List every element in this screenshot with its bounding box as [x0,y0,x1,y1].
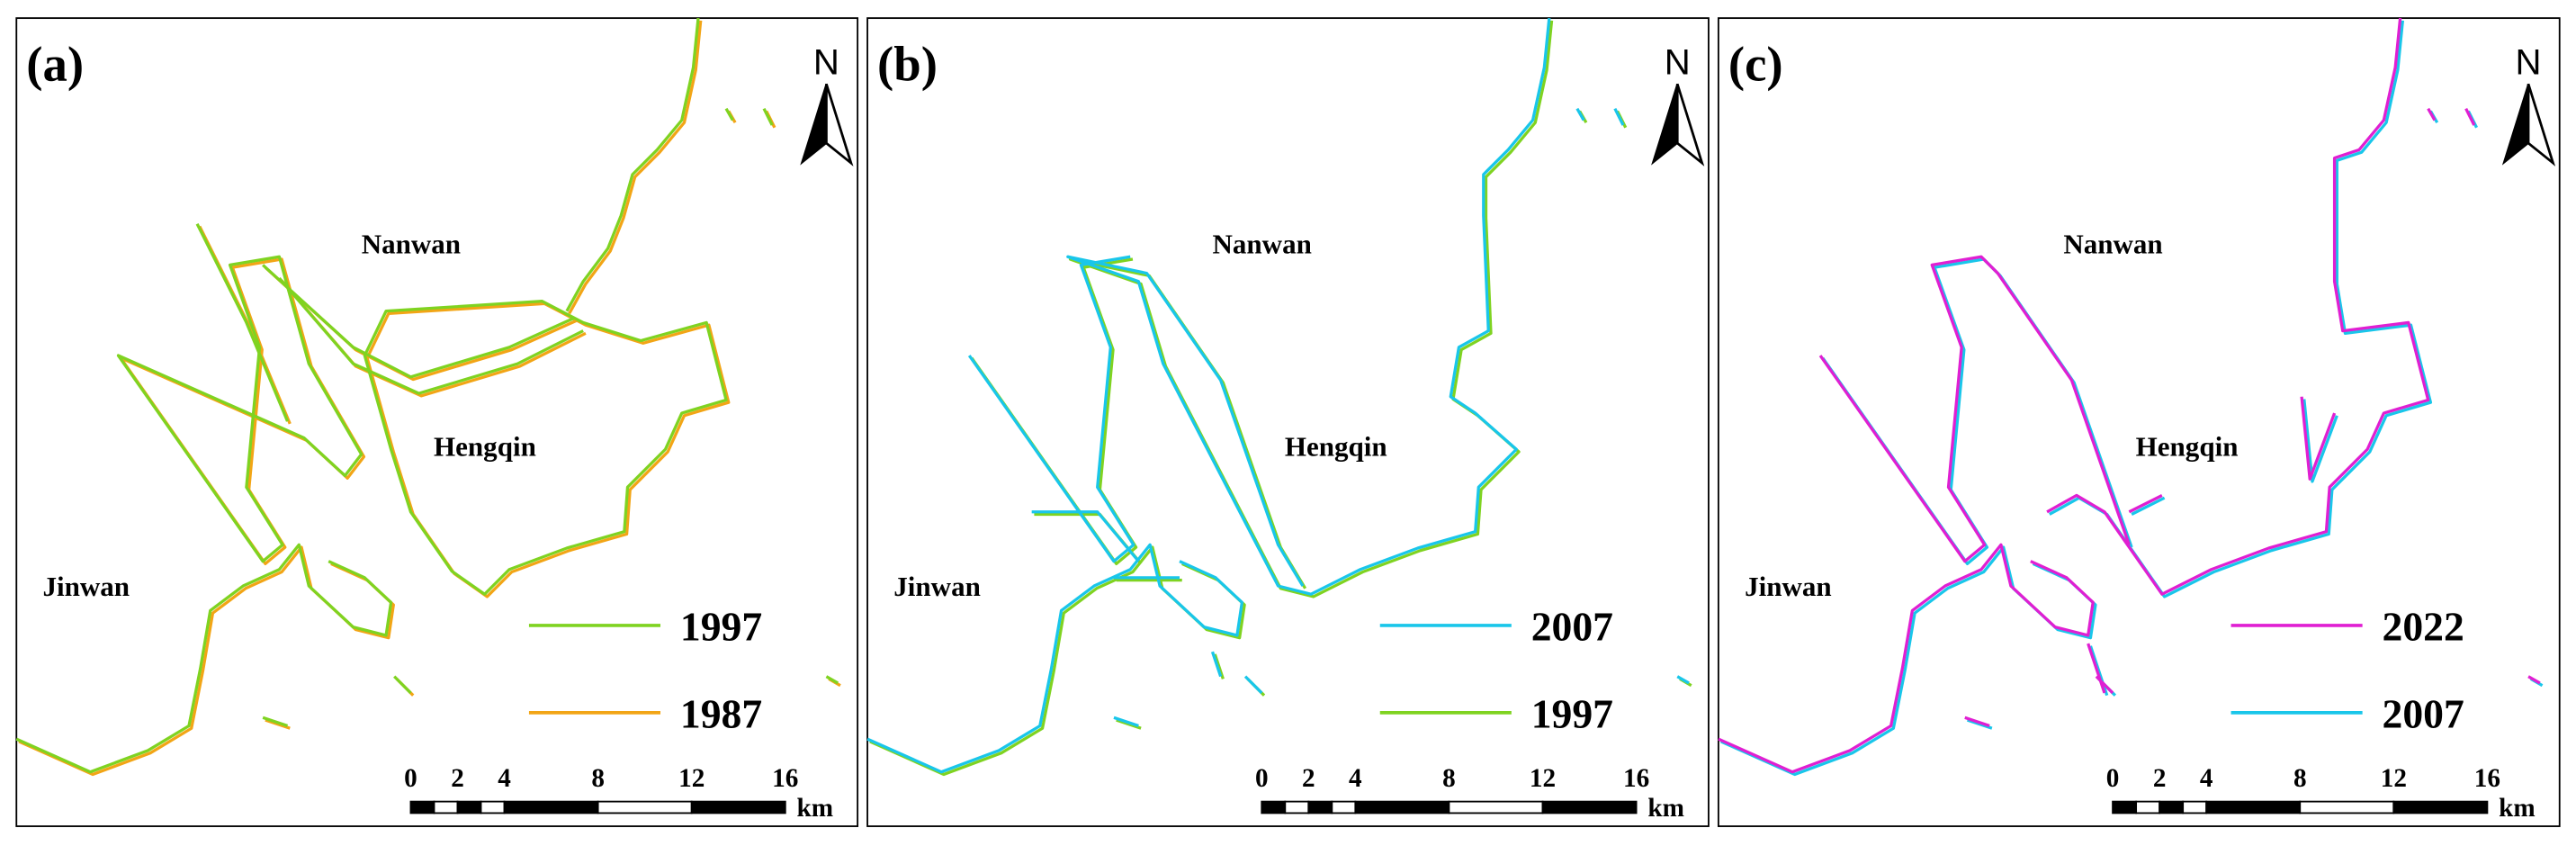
legend-label: 2007 [1531,603,1613,649]
scale-bar-segment [2299,800,2395,814]
panel-label: (b) [877,37,938,92]
panel-frame [15,17,859,827]
place-name: Jinwan [893,571,981,602]
scale-tick-label: 8 [2293,764,2307,793]
scale-tick-label: 4 [498,764,511,793]
scale-tick-label: 12 [1530,764,1556,793]
scale-tick-label: 12 [678,764,705,793]
place-name: Jinwan [42,571,130,602]
scale-bar-segment [690,800,786,814]
place-name: Jinwan [1745,571,1832,602]
scale-bar-segment [480,800,506,814]
north-label: N [2516,41,2542,82]
scale-tick-label: 2 [2153,764,2167,793]
panel-frame [1717,17,2561,827]
scale-bar-segment [2135,800,2161,814]
legend-label: 1997 [680,603,762,649]
scale-tick-label: 16 [772,764,798,793]
north-label: N [1665,41,1691,82]
panel-label: (a) [26,37,84,92]
scale-tick-label: 8 [591,764,605,793]
place-name: Hengqin [1285,431,1387,463]
legend-label: 1987 [680,690,762,736]
scale-bar-segment [2159,800,2185,814]
panel-label: (c) [1728,37,1783,92]
map-panel: (b) Nanwan Hengqin Jinwan N 2007 1997 0 2 4 8 12 16k… [866,16,1710,827]
north-arrow-right [825,83,854,166]
legend-label: 2007 [2383,690,2464,736]
scale-tick-label: 16 [2474,764,2500,793]
scale-bar-segment [1307,800,1333,814]
map-panel: (a) Nanwan Hengqin Jinwan N 1997 1987 0 2 4 8 12 16k… [14,16,859,827]
scale-unit: km [1647,794,1684,823]
scale-tick-label: 0 [2106,764,2120,793]
scale-bar-segment [433,800,459,814]
scale-tick-label: 12 [2381,764,2407,793]
scale-bar-segment [2392,800,2489,814]
scale-bar-segment [2182,800,2208,814]
scale-tick-label: 2 [1302,764,1315,793]
north-arrow-right [1675,83,1705,166]
scale-tick-label: 0 [1255,764,1269,793]
panel-frame [866,17,1710,827]
place-name: Hengqin [434,431,536,463]
scale-bar-segment [1331,800,1357,814]
scale-tick-label: 4 [2200,764,2213,793]
scale-bar-segment [1284,800,1310,814]
scale-bar-segment [409,800,435,814]
scale-bar-segment [597,800,693,814]
scale-unit: km [2499,794,2536,823]
scale-tick-label: 0 [404,764,417,793]
place-name: Hengqin [2136,431,2239,463]
scale-bar-segment [2112,800,2138,814]
scale-tick-label: 8 [1442,764,1456,793]
legend-label: 1997 [1531,690,1613,736]
scale-bar-segment [1354,800,1450,814]
place-name: Nanwan [1213,229,1312,260]
scale-bar-segment [456,800,482,814]
scale-tick-label: 16 [1623,764,1649,793]
scale-bar-segment [1448,800,1544,814]
place-name: Nanwan [2063,229,2162,260]
scale-tick-label: 2 [451,764,464,793]
north-label: N [813,41,839,82]
scale-tick-label: 4 [1349,764,1362,793]
scale-bar-segment [503,800,599,814]
scale-unit: km [797,794,834,823]
legend-label: 2022 [2383,603,2464,649]
place-name: Nanwan [362,229,461,260]
north-arrow-right [2527,83,2556,166]
scale-bar-segment [1261,800,1287,814]
map-panel: (c) Nanwan Hengqin Jinwan N 2022 2007 0 2 4 8 12 16k… [1717,16,2561,827]
scale-bar-segment [1541,800,1638,814]
scale-bar-segment [2205,800,2302,814]
